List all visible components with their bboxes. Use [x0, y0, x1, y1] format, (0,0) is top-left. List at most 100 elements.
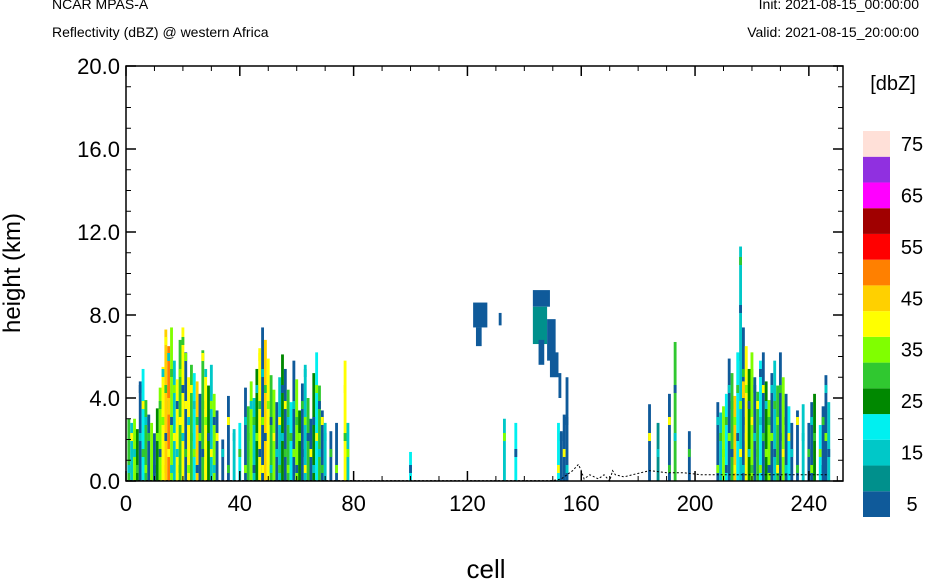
reflectivity-cell — [190, 385, 193, 393]
colorbar-swatch — [863, 259, 890, 286]
reflectivity-cell — [776, 465, 779, 473]
reflectivity-cell — [807, 449, 811, 457]
reflectivity-cell — [127, 465, 131, 473]
reflectivity-cell — [759, 417, 762, 425]
reflectivity-cell — [724, 465, 728, 473]
reflectivity-column — [796, 410, 799, 481]
colorbar-swatch — [863, 491, 890, 517]
colorbar-title: [dbZ] — [870, 73, 916, 95]
reflectivity-cell — [724, 417, 728, 425]
reflectivity-column — [733, 395, 737, 481]
reflectivity-cell — [258, 401, 262, 409]
reflectivity-column — [295, 379, 299, 481]
reflectivity-cell — [144, 465, 148, 473]
model-title: NCAR MPAS-A — [52, 0, 149, 12]
reflectivity-cell — [167, 353, 171, 361]
reflectivity-cell — [246, 433, 250, 441]
reflectivity-column — [778, 352, 782, 481]
reflectivity-cell — [741, 465, 745, 473]
reflectivity-cell — [318, 449, 321, 457]
reflectivity-cell — [750, 465, 754, 473]
reflectivity-column — [781, 377, 785, 481]
y-tick-label: 16.0 — [77, 137, 120, 162]
reflectivity-cell — [778, 433, 782, 441]
reflectivity-cell — [730, 401, 734, 409]
reflectivity-cell — [787, 433, 791, 441]
reflectivity-block — [532, 306, 548, 345]
reflectivity-cell — [147, 433, 151, 441]
reflectivity-column — [275, 402, 279, 481]
reflectivity-cell — [824, 385, 828, 393]
reflectivity-cell — [673, 433, 677, 441]
reflectivity-cell — [346, 449, 350, 457]
reflectivity-cell — [167, 449, 171, 457]
reflectivity-column — [801, 404, 805, 481]
reflectivity-cell — [668, 417, 671, 425]
reflectivity-column — [719, 412, 723, 481]
reflectivity-cell — [164, 337, 168, 345]
reflectivity-cell — [212, 465, 216, 473]
colorbar: 5 15 25 35 45 55 65 75 — [863, 131, 923, 517]
reflectivity-cell — [201, 353, 205, 361]
reflectivity-column — [258, 348, 262, 481]
reflectivity-column — [281, 354, 284, 481]
reflectivity-block — [532, 290, 550, 307]
reflectivity-cell — [796, 417, 799, 425]
reflectivity-cell — [227, 465, 230, 473]
colorbar-label: 55 — [901, 237, 923, 259]
reflectivity-column — [187, 377, 191, 481]
reflectivity-cell — [181, 433, 185, 441]
reflectivity-block — [549, 352, 559, 378]
colorbar-label: 65 — [901, 185, 923, 207]
reflectivity-cell — [289, 433, 293, 441]
reflectivity-cell — [739, 305, 742, 313]
reflectivity-column — [195, 381, 199, 481]
reflectivity-column — [266, 358, 270, 481]
x-tick-label: 160 — [563, 491, 600, 516]
reflectivity-cell — [727, 433, 731, 441]
reflectivity-column — [761, 352, 765, 481]
reflectivity-cell — [281, 433, 284, 441]
colorbar-label: 15 — [901, 443, 923, 465]
reflectivity-column — [286, 389, 290, 481]
reflectivity-cell — [335, 465, 338, 473]
reflectivity-cell — [164, 433, 168, 441]
reflectivity-cell — [750, 417, 754, 425]
reflectivity-cell — [286, 417, 290, 425]
reflectivity-cell — [559, 433, 563, 441]
reflectivity-cell — [796, 465, 799, 473]
reflectivity-cell — [181, 337, 185, 345]
reflectivity-column — [744, 346, 748, 481]
reflectivity-cell — [263, 385, 267, 393]
reflectivity-column — [343, 360, 347, 481]
reflectivity-cell — [295, 465, 299, 473]
reflectivity-cell — [201, 449, 205, 457]
reflectivity-cell — [315, 385, 319, 393]
reflectivity-cell — [204, 417, 208, 425]
reflectivity-column — [292, 360, 296, 481]
reflectivity-cell — [184, 401, 188, 409]
reflectivity-column — [298, 410, 301, 481]
colorbar-label: 35 — [901, 340, 923, 362]
reflectivity-cell — [249, 449, 253, 457]
reflectivity-column — [130, 422, 134, 481]
x-tick-label: 240 — [790, 491, 827, 516]
y-tick-label: 8.0 — [89, 303, 120, 328]
reflectivity-cell — [161, 465, 165, 473]
reflectivity-column — [787, 406, 791, 481]
reflectivity-column — [155, 408, 159, 481]
colorbar-swatch — [863, 465, 890, 492]
reflectivity-cell — [252, 417, 256, 425]
reflectivity-cell — [255, 385, 259, 393]
reflectivity-cell — [747, 449, 751, 457]
reflectivity-column — [175, 379, 179, 481]
reflectivity-column — [827, 402, 831, 481]
reflectivity-column — [170, 327, 173, 481]
reflectivity-column — [810, 402, 814, 481]
colorbar-label: 45 — [901, 288, 923, 310]
reflectivity-cell — [813, 433, 816, 441]
reflectivity-column — [158, 387, 162, 481]
reflectivity-cell — [776, 417, 779, 425]
reflectivity-cell — [244, 465, 247, 473]
